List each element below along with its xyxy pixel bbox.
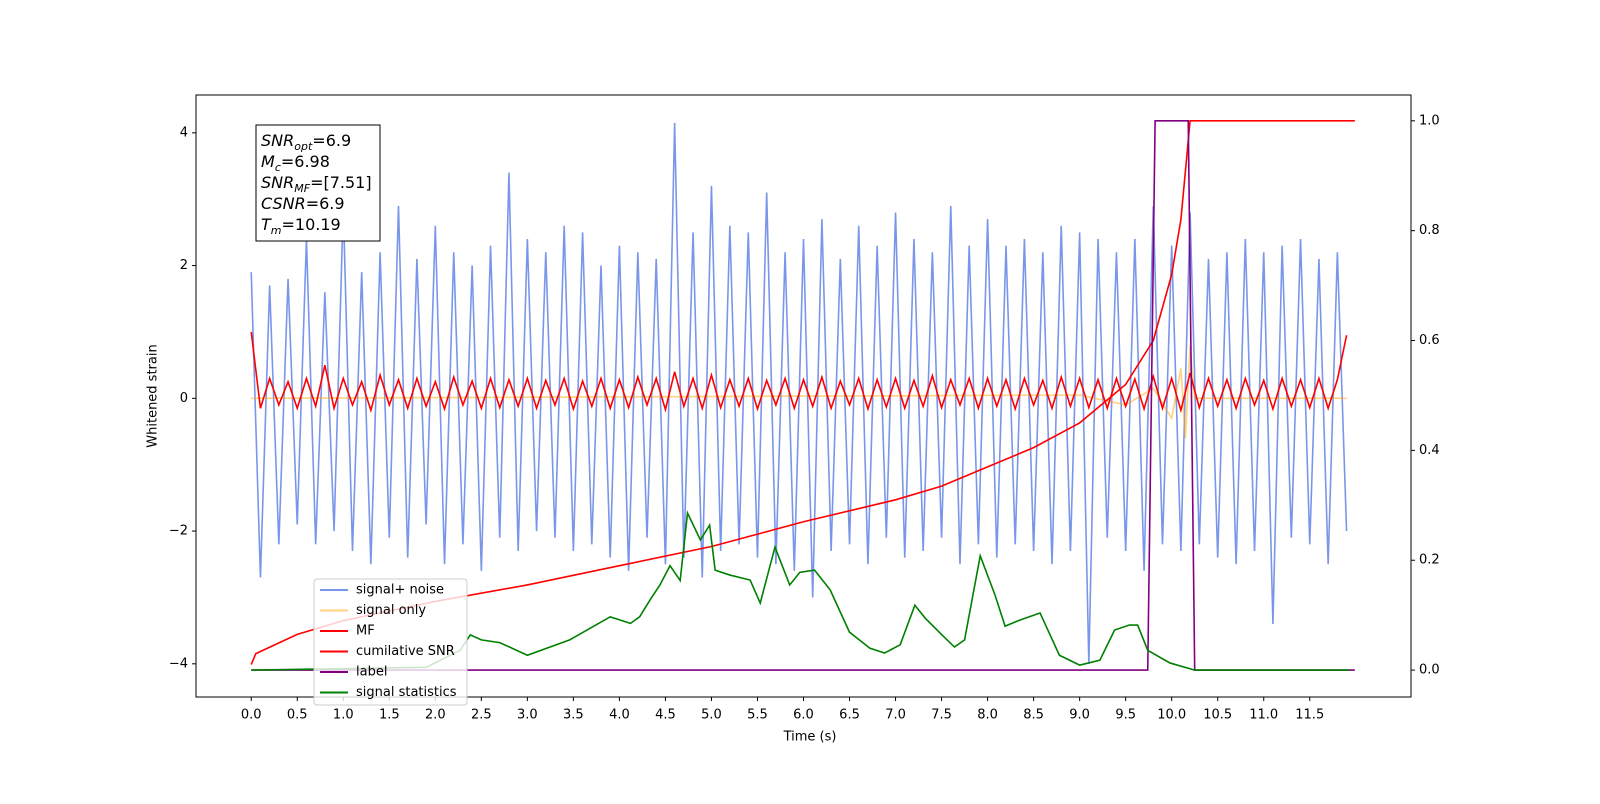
series-line: [250, 122, 1348, 664]
annotation-value: =6.9: [306, 194, 345, 213]
x-tick-label: 8.5: [1023, 708, 1044, 723]
x-tick-label: 6.0: [793, 708, 814, 723]
y2-tick-label: 0.8: [1419, 223, 1440, 238]
x-tick-label: 4.5: [655, 708, 676, 723]
annotation-subscript: c: [275, 161, 281, 174]
y2-tick-label: 0.2: [1419, 553, 1440, 568]
x-tick-label: 9.5: [1115, 708, 1136, 723]
x-tick-label: 10.5: [1203, 708, 1232, 723]
x-tick-label: 6.5: [839, 708, 860, 723]
x-tick-label: 10.0: [1157, 708, 1186, 723]
x-tick-label: 11.0: [1249, 708, 1278, 723]
annotation-line: SNRopt=6.9: [261, 131, 351, 153]
x-tick-label: 5.0: [701, 708, 722, 723]
legend-label: cumilative SNR: [356, 644, 455, 659]
x-axis-label: Time (s): [783, 730, 837, 745]
x-tick-label: 3.0: [517, 708, 538, 723]
series-line: [250, 331, 1348, 414]
x-tick-label: 7.5: [931, 708, 952, 723]
x-tick-label: 7.0: [885, 708, 906, 723]
annotation-line: CSNR=6.9: [261, 194, 345, 213]
legend-box: [313, 578, 468, 706]
y-tick-label: 0: [180, 391, 188, 406]
annotation-value: =10.19: [282, 215, 341, 234]
y2-tick-label: 0.6: [1419, 333, 1440, 348]
annotation-symbol: SNR: [261, 173, 294, 192]
y2-tick-label: 0.4: [1419, 443, 1440, 458]
legend-label: signal only: [356, 603, 426, 618]
annotation-symbol: SNR: [261, 131, 294, 150]
legend-label: signal+ noise: [356, 583, 444, 598]
y-tick-label: 2: [180, 258, 188, 273]
x-tick-label: 11.5: [1295, 708, 1324, 723]
x-tick-label: 1.0: [333, 708, 354, 723]
y2-tick-label: 0.0: [1419, 663, 1440, 678]
legend-label: label: [356, 665, 387, 680]
annotation-line: SNRMF=[7.51]: [261, 173, 372, 195]
x-tick-label: 0.5: [287, 708, 308, 723]
x-tick-label: 3.5: [563, 708, 584, 723]
x-tick-label: 0.0: [241, 708, 262, 723]
annotation-symbol: T: [261, 215, 272, 234]
x-tick-label: 2.5: [471, 708, 492, 723]
x-tick-label: 1.5: [379, 708, 400, 723]
legend-label: signal statistics: [356, 685, 457, 700]
annotation-subscript: opt: [294, 140, 313, 153]
x-tick-label: 9.0: [1069, 708, 1090, 723]
y-tick-label: −4: [169, 656, 188, 671]
y-axis-label: Whitened strain: [146, 344, 161, 447]
annotation-line: Mc=6.98: [261, 152, 330, 174]
annotation-box: [255, 124, 381, 242]
legend-label: MF: [356, 624, 375, 639]
y-tick-label: 4: [180, 125, 188, 140]
x-tick-label: 8.0: [977, 708, 998, 723]
annotation-value: =6.9: [312, 131, 351, 150]
y-tick-label: −2: [169, 524, 188, 539]
annotation-line: Tm=10.19: [261, 215, 341, 237]
x-tick-label: 4.0: [609, 708, 630, 723]
annotation-value: =6.98: [281, 152, 330, 171]
annotation-subscript: MF: [294, 182, 310, 195]
x-tick-label: 2.0: [425, 708, 446, 723]
annotation-value: =[7.51]: [310, 173, 372, 192]
x-tick-label: 5.5: [747, 708, 768, 723]
annotation-symbol: CSNR: [261, 194, 306, 213]
series-line: [251, 510, 1350, 671]
annotation-symbol: M: [261, 152, 275, 171]
annotation-subscript: m: [271, 224, 282, 237]
y2-tick-label: 1.0: [1419, 113, 1440, 128]
